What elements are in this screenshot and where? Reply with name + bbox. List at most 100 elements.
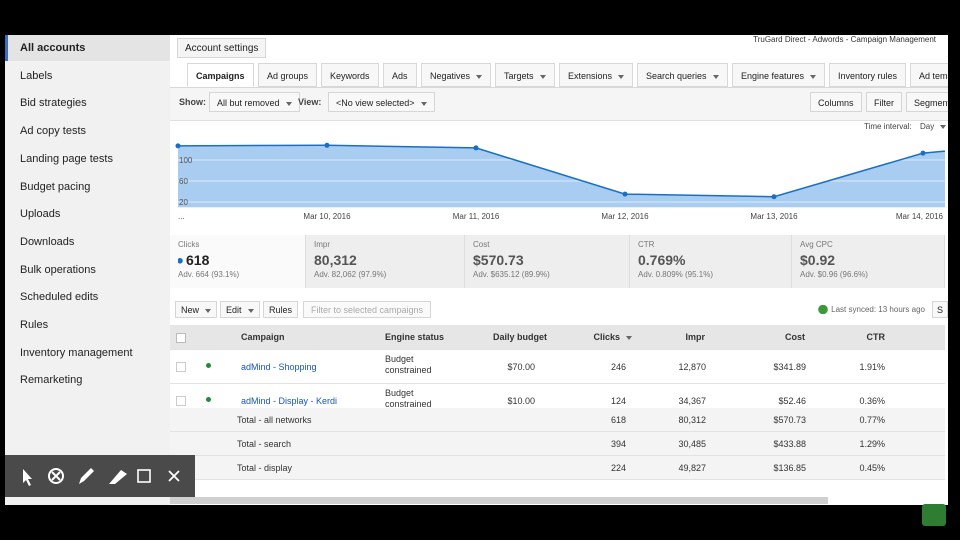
- metric-name: Cost: [473, 240, 490, 249]
- metric-card[interactable]: CTR 0.769% Adv. 0.809% (95.1%): [630, 235, 792, 288]
- tab[interactable]: Negatives: [421, 63, 492, 87]
- total-row: [170, 432, 945, 456]
- column-header[interactable]: Engine status: [385, 332, 445, 342]
- view-label: View:: [298, 97, 322, 107]
- cell-value: 1.91%: [859, 362, 885, 372]
- point: [324, 142, 330, 148]
- point: [771, 194, 777, 200]
- area: [178, 145, 945, 208]
- toolbar-button[interactable]: Segment: [906, 92, 948, 112]
- close-icon[interactable]: [168, 470, 180, 482]
- header-checkbox[interactable]: [176, 333, 186, 343]
- total-row: [170, 408, 945, 432]
- eraser-icon[interactable]: [48, 468, 64, 484]
- filter-button[interactable]: Filter to selected campaigns: [303, 301, 432, 318]
- tab[interactable]: Targets: [495, 63, 555, 87]
- metric-value: $570.73: [473, 252, 524, 268]
- toolbar-button[interactable]: Filter: [866, 92, 902, 112]
- engine-status: Budget constrained: [385, 388, 432, 409]
- tab[interactable]: Ad groups: [258, 63, 318, 87]
- show-select[interactable]: All but removed: [209, 92, 300, 112]
- tab[interactable]: Extensions: [559, 63, 634, 87]
- cell-value: 34,367: [678, 396, 706, 406]
- total-value: 0.45%: [859, 463, 885, 473]
- action-button[interactable]: Edit: [220, 301, 260, 318]
- column-header[interactable]: Campaign: [241, 332, 285, 342]
- side-button[interactable]: S: [931, 301, 948, 318]
- row-checkbox[interactable]: [176, 396, 186, 406]
- column-header[interactable]: Daily budget: [492, 332, 547, 342]
- tab[interactable]: Inventory rules: [829, 63, 907, 87]
- metric-card[interactable]: Impr 80,312 Adv. 82,062 (97.9%): [306, 235, 465, 288]
- view-select[interactable]: <No view selected>: [328, 92, 435, 112]
- cell-value: 124: [610, 396, 626, 406]
- pointer-icon[interactable]: [23, 469, 32, 486]
- metric-adv: Adv. 664 (93.1%): [178, 270, 240, 279]
- rect-icon[interactable]: [137, 469, 151, 483]
- cell-value: 246: [610, 362, 626, 372]
- tab[interactable]: Search queries: [637, 63, 728, 87]
- tab[interactable]: Keywords: [321, 63, 379, 87]
- column-header[interactable]: Clicks: [593, 332, 632, 342]
- campaign-link[interactable]: adMind - Shopping: [241, 362, 317, 372]
- metric-name: CTR: [638, 240, 655, 249]
- action-button[interactable]: Rules: [263, 301, 299, 318]
- sidebar-item[interactable]: Uploads: [20, 208, 61, 221]
- sidebar-item[interactable]: Budget pacing: [20, 180, 91, 193]
- point: [622, 191, 628, 197]
- sidebar-item[interactable]: Inventory management: [20, 346, 133, 359]
- tab[interactable]: Ad templates: [910, 63, 948, 87]
- sidebar-item[interactable]: Scheduled edits: [20, 291, 99, 304]
- sidebar-item[interactable]: Bulk operations: [20, 263, 96, 276]
- column-header[interactable]: Cost: [785, 332, 805, 342]
- metric-card[interactable]: Cost $570.73 Adv. $635.12 (89.9%): [465, 235, 630, 288]
- cell-value: 0.36%: [859, 396, 885, 406]
- tab[interactable]: Campaigns: [187, 63, 254, 87]
- metric-adv: Adv. $635.12 (89.9%): [473, 270, 550, 279]
- tab[interactable]: Ads: [383, 63, 417, 87]
- column-header[interactable]: Impr: [685, 332, 705, 342]
- sidebar-item[interactable]: Ad copy tests: [20, 125, 87, 138]
- metric-name: Avg CPC: [800, 240, 833, 249]
- sidebar-item[interactable]: Remarketing: [20, 374, 83, 387]
- metric-name: Impr: [314, 240, 330, 249]
- x-tick-label: Mar 11, 2016: [453, 212, 500, 221]
- metric-adv: Adv. 82,062 (97.9%): [314, 270, 387, 279]
- sidebar-item[interactable]: Landing page tests: [20, 152, 113, 165]
- interval-label: Time interval:: [864, 122, 912, 131]
- sidebar-item[interactable]: Bid strategies: [20, 97, 87, 110]
- campaign-link[interactable]: adMind - Display - Kerdi: [241, 396, 338, 406]
- tab-underline: [170, 87, 948, 88]
- total-value: $136.85: [773, 463, 806, 473]
- annotation-toolbar: [5, 455, 195, 497]
- total-value: $433.88: [773, 439, 806, 449]
- sidebar-item[interactable]: All accounts: [5, 35, 170, 61]
- total-label: Total - all networks: [237, 415, 312, 425]
- cell-value: $341.89: [773, 362, 806, 372]
- account-title: TruGard Direct - Adwords - Campaign Mana…: [753, 35, 936, 44]
- x-tick-label: Mar 13, 2016: [750, 212, 798, 221]
- row-checkbox[interactable]: [176, 362, 186, 372]
- sidebar-item[interactable]: Labels: [20, 69, 53, 82]
- interval-select[interactable]: Day: [920, 122, 946, 131]
- sidebar-item[interactable]: Rules: [20, 319, 49, 331]
- logo: [922, 504, 946, 526]
- total-label: Total - search: [237, 439, 292, 449]
- point: [175, 143, 181, 149]
- tab[interactable]: Engine features: [732, 63, 826, 87]
- column-header[interactable]: CTR: [866, 332, 886, 342]
- toolbar-button[interactable]: Columns: [810, 92, 862, 112]
- metric-card[interactable]: Clicks 618 Adv. 664 (93.1%): [170, 235, 306, 288]
- annotation-icons: [23, 468, 180, 486]
- cell-value: $10.00: [507, 396, 535, 406]
- highlighter-icon[interactable]: [109, 470, 127, 484]
- pen-icon[interactable]: [79, 468, 94, 484]
- scrollbar[interactable]: [170, 497, 828, 504]
- total-value: 618: [610, 415, 626, 425]
- metric-card[interactable]: Avg CPC $0.92 Adv. $0.96 (96.6%): [792, 235, 945, 288]
- action-button[interactable]: New: [175, 301, 218, 318]
- sidebar-item[interactable]: Downloads: [20, 235, 75, 248]
- total-value: $570.73: [773, 415, 806, 425]
